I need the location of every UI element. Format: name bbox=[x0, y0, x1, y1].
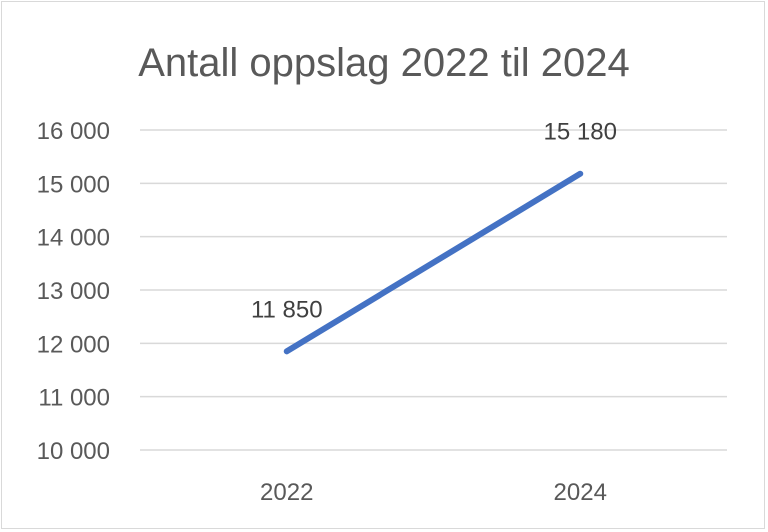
x-tick-label: 2022 bbox=[260, 479, 313, 506]
y-tick-label: 12 000 bbox=[37, 331, 110, 358]
data-label: 15 180 bbox=[544, 119, 617, 146]
data-labels: 11 850 15 180 bbox=[251, 119, 617, 324]
y-tick-label: 11 000 bbox=[38, 385, 110, 412]
series-line bbox=[283, 170, 584, 355]
x-axis-ticks: 2022 2024 bbox=[260, 479, 607, 506]
chart-title: Antall oppslag 2022 til 2024 bbox=[138, 41, 629, 85]
x-tick-label: 2024 bbox=[554, 479, 607, 506]
y-axis-ticks: 10 000 11 000 12 000 13 000 14 000 15 000 16 0… bbox=[37, 118, 110, 465]
gridlines bbox=[140, 129, 727, 451]
y-tick-label: 14 000 bbox=[37, 225, 110, 252]
y-tick-label: 15 000 bbox=[37, 171, 110, 198]
y-tick-label: 16 000 bbox=[37, 118, 110, 145]
y-tick-label: 10 000 bbox=[37, 438, 110, 465]
data-label: 11 850 bbox=[251, 296, 323, 323]
series bbox=[283, 170, 584, 355]
y-tick-label: 13 000 bbox=[37, 278, 110, 305]
